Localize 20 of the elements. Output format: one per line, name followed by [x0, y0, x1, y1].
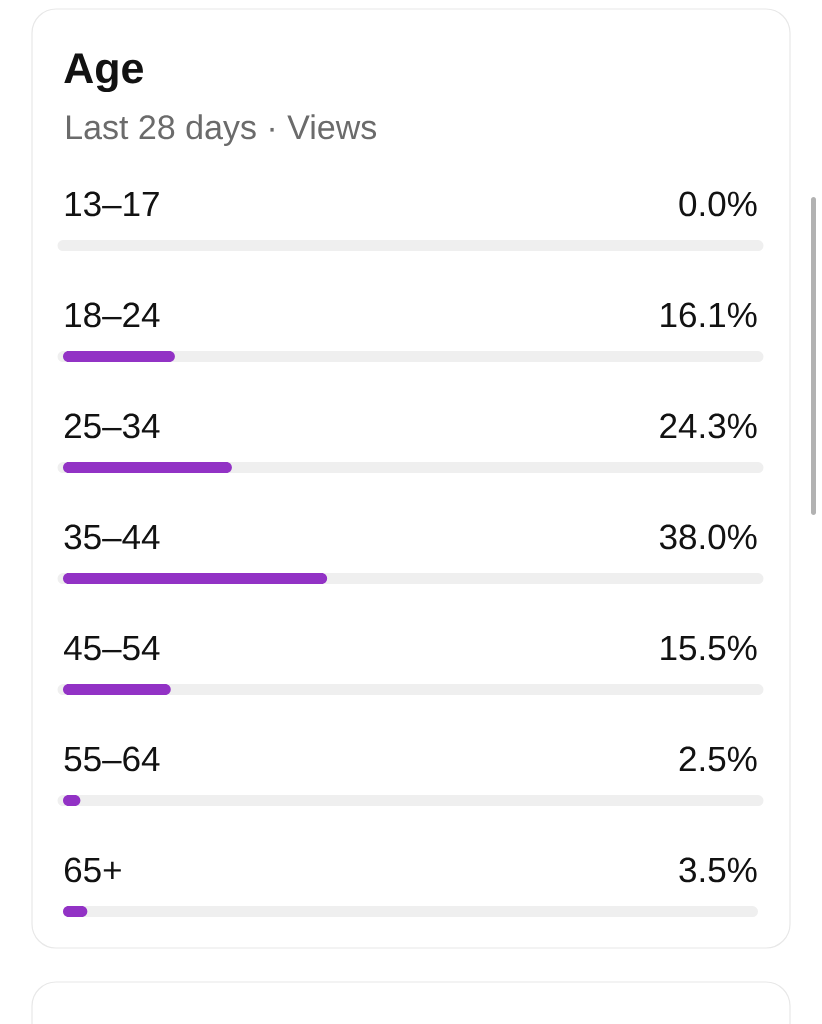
y-tick-label: 55–64: [64, 746, 160, 772]
bar: [63, 351, 175, 363]
y-tick-label: 18–24: [65, 302, 160, 328]
bar: [63, 462, 232, 474]
data-label: 0.0%: [679, 191, 757, 217]
data-label: 2.5%: [679, 746, 757, 772]
data-label: 3.5%: [679, 857, 757, 883]
y-tick-label: 65+: [64, 857, 121, 883]
y-tick-label: 13–17: [65, 191, 159, 217]
data-label: 16.1%: [661, 302, 757, 328]
y-tick-label: 35–44: [64, 524, 160, 550]
chart-title: Age: [64, 53, 143, 93]
data-label: 24.3%: [660, 413, 757, 439]
bar: [63, 573, 328, 585]
chart-subtitle: Last 28 days · Views: [66, 114, 377, 147]
data-label: 38.0%: [659, 524, 757, 550]
data-label: 15.5%: [661, 635, 757, 661]
y-tick-label: 25–34: [64, 413, 160, 439]
bar: [63, 684, 171, 696]
y-tick-label: 45–54: [64, 635, 160, 661]
